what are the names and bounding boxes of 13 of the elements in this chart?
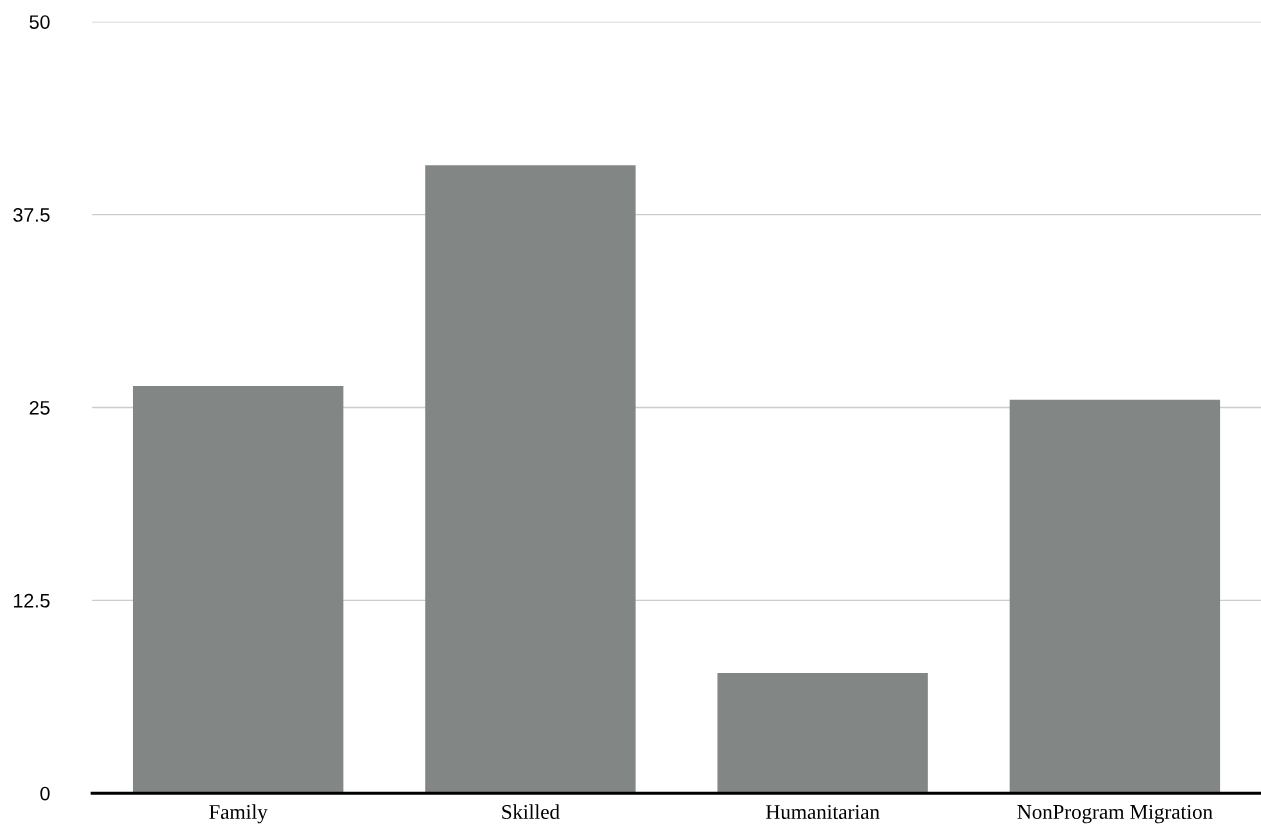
y-tick-label: 50 xyxy=(29,15,50,29)
bar xyxy=(717,672,928,794)
x-tick-label: Family xyxy=(209,804,268,824)
x-tick-label: NonProgram Migration xyxy=(1017,804,1213,824)
y-tick-label: 37.5 xyxy=(13,208,50,222)
bar xyxy=(1009,399,1221,794)
y-tick-label: 0 xyxy=(40,786,50,801)
x-tick-label: Skilled xyxy=(502,804,560,820)
bar xyxy=(132,385,344,794)
y-tick-label: 12.5 xyxy=(14,593,50,608)
y-tick-label: 25 xyxy=(29,400,50,415)
bar xyxy=(425,165,636,794)
x-tick-label: Humanitarian xyxy=(765,805,880,820)
